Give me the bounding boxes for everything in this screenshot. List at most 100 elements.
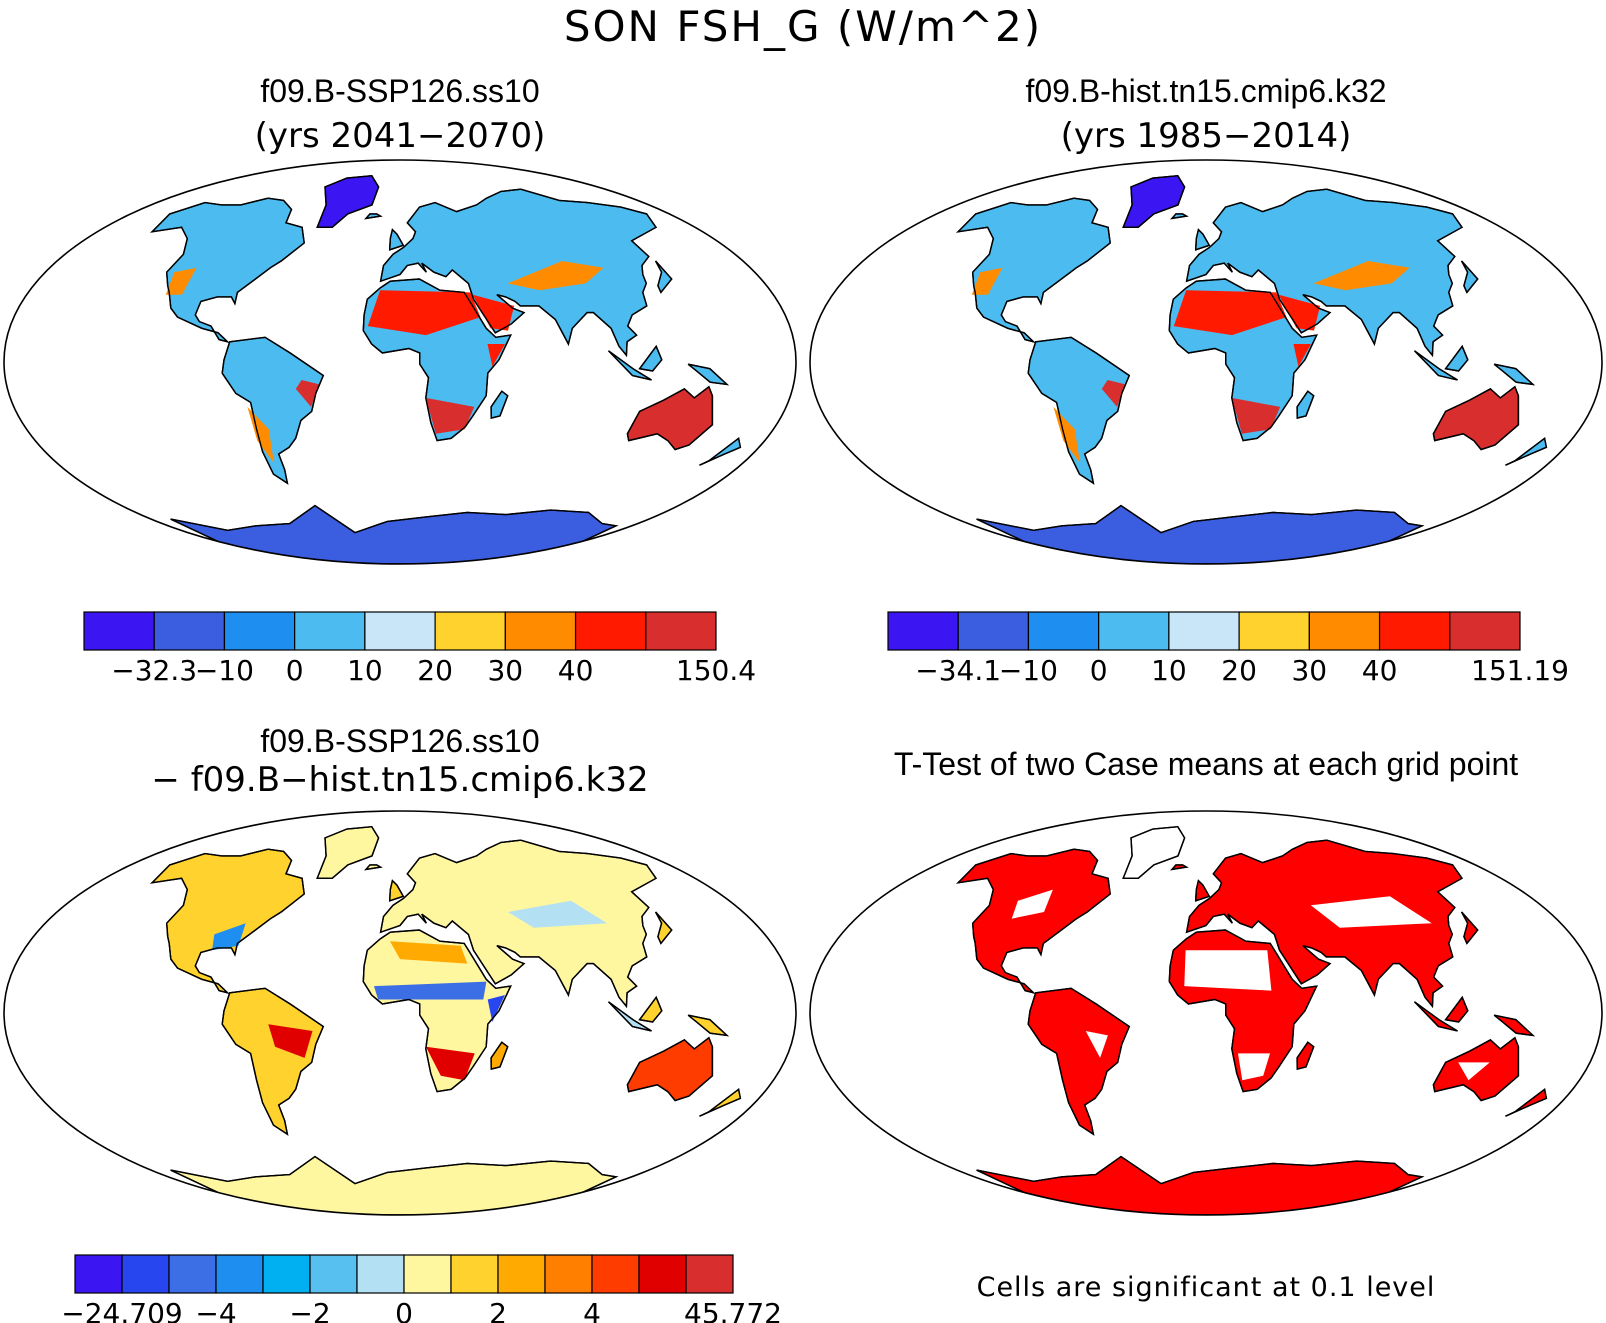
colorbar-label-0: −34.1 bbox=[915, 654, 1001, 687]
coastline-indonesia bbox=[607, 1001, 652, 1032]
coastline-iceland bbox=[364, 864, 383, 871]
coastline-antarctica bbox=[976, 1155, 1425, 1215]
coastline-japan bbox=[1460, 260, 1479, 294]
field-region-1 bbox=[487, 995, 505, 1022]
colorbar-swatch-7 bbox=[403, 1254, 452, 1294]
panel2-title: f09.B-hist.tn15.cmip6.k32 bbox=[1025, 73, 1387, 109]
field-region-1 bbox=[472, 294, 515, 331]
colorbar-label-2: −2 bbox=[289, 1297, 330, 1323]
coastline-borneo bbox=[1444, 344, 1469, 372]
coastline-eurasia bbox=[379, 839, 658, 1009]
field-region-4 bbox=[1011, 889, 1053, 919]
coastline-newguinea bbox=[1493, 1014, 1535, 1037]
coastline-samerica bbox=[1027, 336, 1131, 485]
coastline-newguinea bbox=[1493, 363, 1535, 386]
coastline-namerica bbox=[956, 197, 1111, 344]
field-region-3 bbox=[425, 397, 475, 434]
coastline-nz bbox=[699, 437, 742, 466]
significance-note: Cells are significant at 0.1 level bbox=[976, 1272, 1436, 1303]
coastline-madagascar bbox=[490, 390, 509, 419]
map-border bbox=[3, 810, 797, 1216]
colorbar-swatch-13 bbox=[685, 1254, 734, 1294]
coastline-indonesia bbox=[607, 350, 652, 381]
coastline-madagascar bbox=[490, 1041, 509, 1070]
coastline-iceland bbox=[364, 213, 383, 220]
field-region-3 bbox=[1231, 397, 1281, 434]
colorbar-swatch-6 bbox=[1308, 611, 1381, 651]
colorbar-swatch-4 bbox=[364, 611, 436, 651]
coastline-greenland bbox=[316, 825, 380, 879]
field-region-0 bbox=[1173, 290, 1287, 336]
coastline-uk bbox=[388, 879, 405, 902]
coastline-uk bbox=[1194, 879, 1211, 902]
coastline-nz bbox=[699, 1088, 742, 1117]
ocean-background bbox=[810, 811, 1602, 1215]
coastline-newguinea bbox=[687, 1014, 729, 1037]
coastline-nz bbox=[1505, 437, 1548, 466]
field-region-7 bbox=[1293, 344, 1311, 367]
field-region-5 bbox=[390, 941, 468, 964]
colorbar-label-1: −10 bbox=[999, 654, 1058, 687]
colorbar-swatch-0 bbox=[83, 611, 155, 651]
map-border bbox=[809, 810, 1603, 1216]
coastline-borneo bbox=[638, 995, 663, 1023]
colorbar-label-0: −32.3 bbox=[111, 654, 197, 687]
coastline-samerica bbox=[221, 336, 325, 485]
field-region-4 bbox=[295, 380, 320, 407]
coastline-uk bbox=[1194, 228, 1211, 251]
colorbar-label-5: 4 bbox=[583, 1297, 601, 1323]
coastline-africa bbox=[362, 278, 512, 442]
coastline-eurasia bbox=[1185, 839, 1464, 1009]
coastline-africa bbox=[1168, 278, 1318, 442]
coastline-nz bbox=[1505, 1088, 1548, 1117]
colorbar-panel-1: −32.3−10 0 10 20 30 40 150.4 bbox=[83, 611, 756, 687]
coastline-namerica bbox=[956, 848, 1111, 995]
field-region-3 bbox=[268, 1024, 313, 1058]
colorbar-swatch-4 bbox=[1168, 611, 1240, 651]
colorbar-label-5: 30 bbox=[1291, 654, 1327, 687]
field-region-6 bbox=[165, 267, 197, 295]
colorbar-swatch-0 bbox=[887, 611, 959, 651]
field-region-5 bbox=[1458, 1062, 1490, 1081]
coastline-australia bbox=[1432, 1036, 1520, 1102]
coastline-madagascar bbox=[1296, 390, 1315, 419]
map-border bbox=[3, 159, 797, 565]
map-panel-3 bbox=[3, 810, 797, 1216]
colorbar-swatch-3 bbox=[294, 611, 366, 651]
coastline-namerica bbox=[150, 848, 305, 995]
coastline-uk bbox=[388, 228, 405, 251]
coastline-greenland bbox=[316, 174, 380, 228]
field-region-6 bbox=[508, 900, 607, 928]
colorbar-swatch-7 bbox=[574, 611, 647, 651]
field-region-7 bbox=[487, 344, 505, 367]
map-panel-4 bbox=[809, 810, 1603, 1216]
colorbar-swatch-4 bbox=[262, 1254, 311, 1294]
colorbar-label-3: 10 bbox=[347, 654, 383, 687]
field-region-2 bbox=[1313, 261, 1410, 291]
coastline-samerica bbox=[221, 987, 325, 1136]
colorbar-label-7: 150.4 bbox=[676, 654, 756, 687]
colorbar-label-2: 0 bbox=[1090, 654, 1108, 687]
ocean-background bbox=[810, 160, 1602, 564]
colorbar-label-6: 40 bbox=[558, 654, 594, 687]
coastline-africa bbox=[362, 929, 512, 1093]
field-region-0 bbox=[1184, 950, 1272, 991]
panel3-title: f09.B-SSP126.ss10 bbox=[260, 723, 540, 759]
field-region-4 bbox=[1101, 380, 1126, 407]
colorbar-swatch-10 bbox=[544, 1254, 593, 1294]
colorbar-swatch-2 bbox=[1027, 611, 1100, 651]
coastline-japan bbox=[1460, 911, 1479, 945]
field-region-2 bbox=[507, 261, 604, 291]
coastline-australia bbox=[1432, 385, 1520, 451]
coastline-greenland bbox=[1122, 174, 1186, 228]
colorbar-swatch-5 bbox=[434, 611, 506, 651]
colorbar-label-3: 10 bbox=[1151, 654, 1187, 687]
colorbar-label-4: 20 bbox=[417, 654, 453, 687]
coastline-indonesia bbox=[1413, 350, 1458, 381]
coastline-iceland bbox=[1170, 213, 1189, 220]
panel4-title: T-Test of two Case means at each grid po… bbox=[893, 746, 1519, 782]
coastline-eurasia bbox=[1185, 188, 1464, 358]
coastline-iceland bbox=[1170, 864, 1189, 871]
colorbar-swatch-3 bbox=[1098, 611, 1170, 651]
colorbar-swatch-8 bbox=[1449, 611, 1521, 651]
